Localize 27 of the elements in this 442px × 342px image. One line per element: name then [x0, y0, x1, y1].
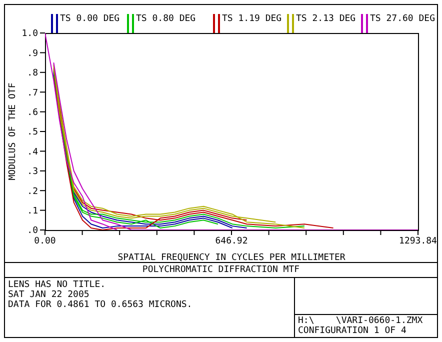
y-tick-label: .4: [27, 147, 38, 158]
y-tick-label: .1: [27, 206, 38, 216]
legend-label: TS 0.00 DEG: [60, 14, 120, 24]
text: CONFIGURATION 1 OF 4: [298, 326, 408, 336]
legend-label: TS 0.80 DEG: [136, 14, 196, 24]
text: DATA FOR 0.4861 TO 0.6563 MICRONS.: [8, 300, 192, 310]
x-tick-label: 646.92: [215, 236, 248, 246]
y-tick-label: .5: [27, 128, 38, 138]
legend-label: TS 1.19 DEG: [222, 14, 282, 24]
y-tick-label: .8: [27, 68, 38, 79]
text: SAT JAN 22 2005: [8, 290, 90, 300]
y-tick-label: 1.0: [22, 29, 38, 40]
text: LENS HAS NO TITLE.: [8, 280, 107, 290]
y-tick-label: .3: [27, 167, 38, 178]
x-tick-label: 0.00: [34, 236, 56, 246]
text: POLYCHROMATIC DIFFRACTION MTF: [142, 265, 300, 275]
y-tick-label: .7: [27, 88, 38, 98]
legend-label: TS 27.60 DEG: [370, 14, 436, 24]
text: H:\ \VARI-0660-1.ZMX: [298, 316, 423, 326]
y-tick-label: .2: [27, 186, 38, 197]
x-axis-title: SPATIAL FREQUENCY IN CYCLES PER MILLIMETER: [118, 253, 346, 263]
y-tick-label: .6: [27, 108, 38, 118]
x-tick-label: 1293.84: [399, 236, 437, 246]
legend-label: TS 2.13 DEG: [296, 14, 356, 24]
y-axis-title: MODULUS OF THE OTF: [8, 82, 18, 180]
y-tick-label: .0: [27, 226, 38, 236]
y-tick-label: .9: [27, 48, 38, 59]
